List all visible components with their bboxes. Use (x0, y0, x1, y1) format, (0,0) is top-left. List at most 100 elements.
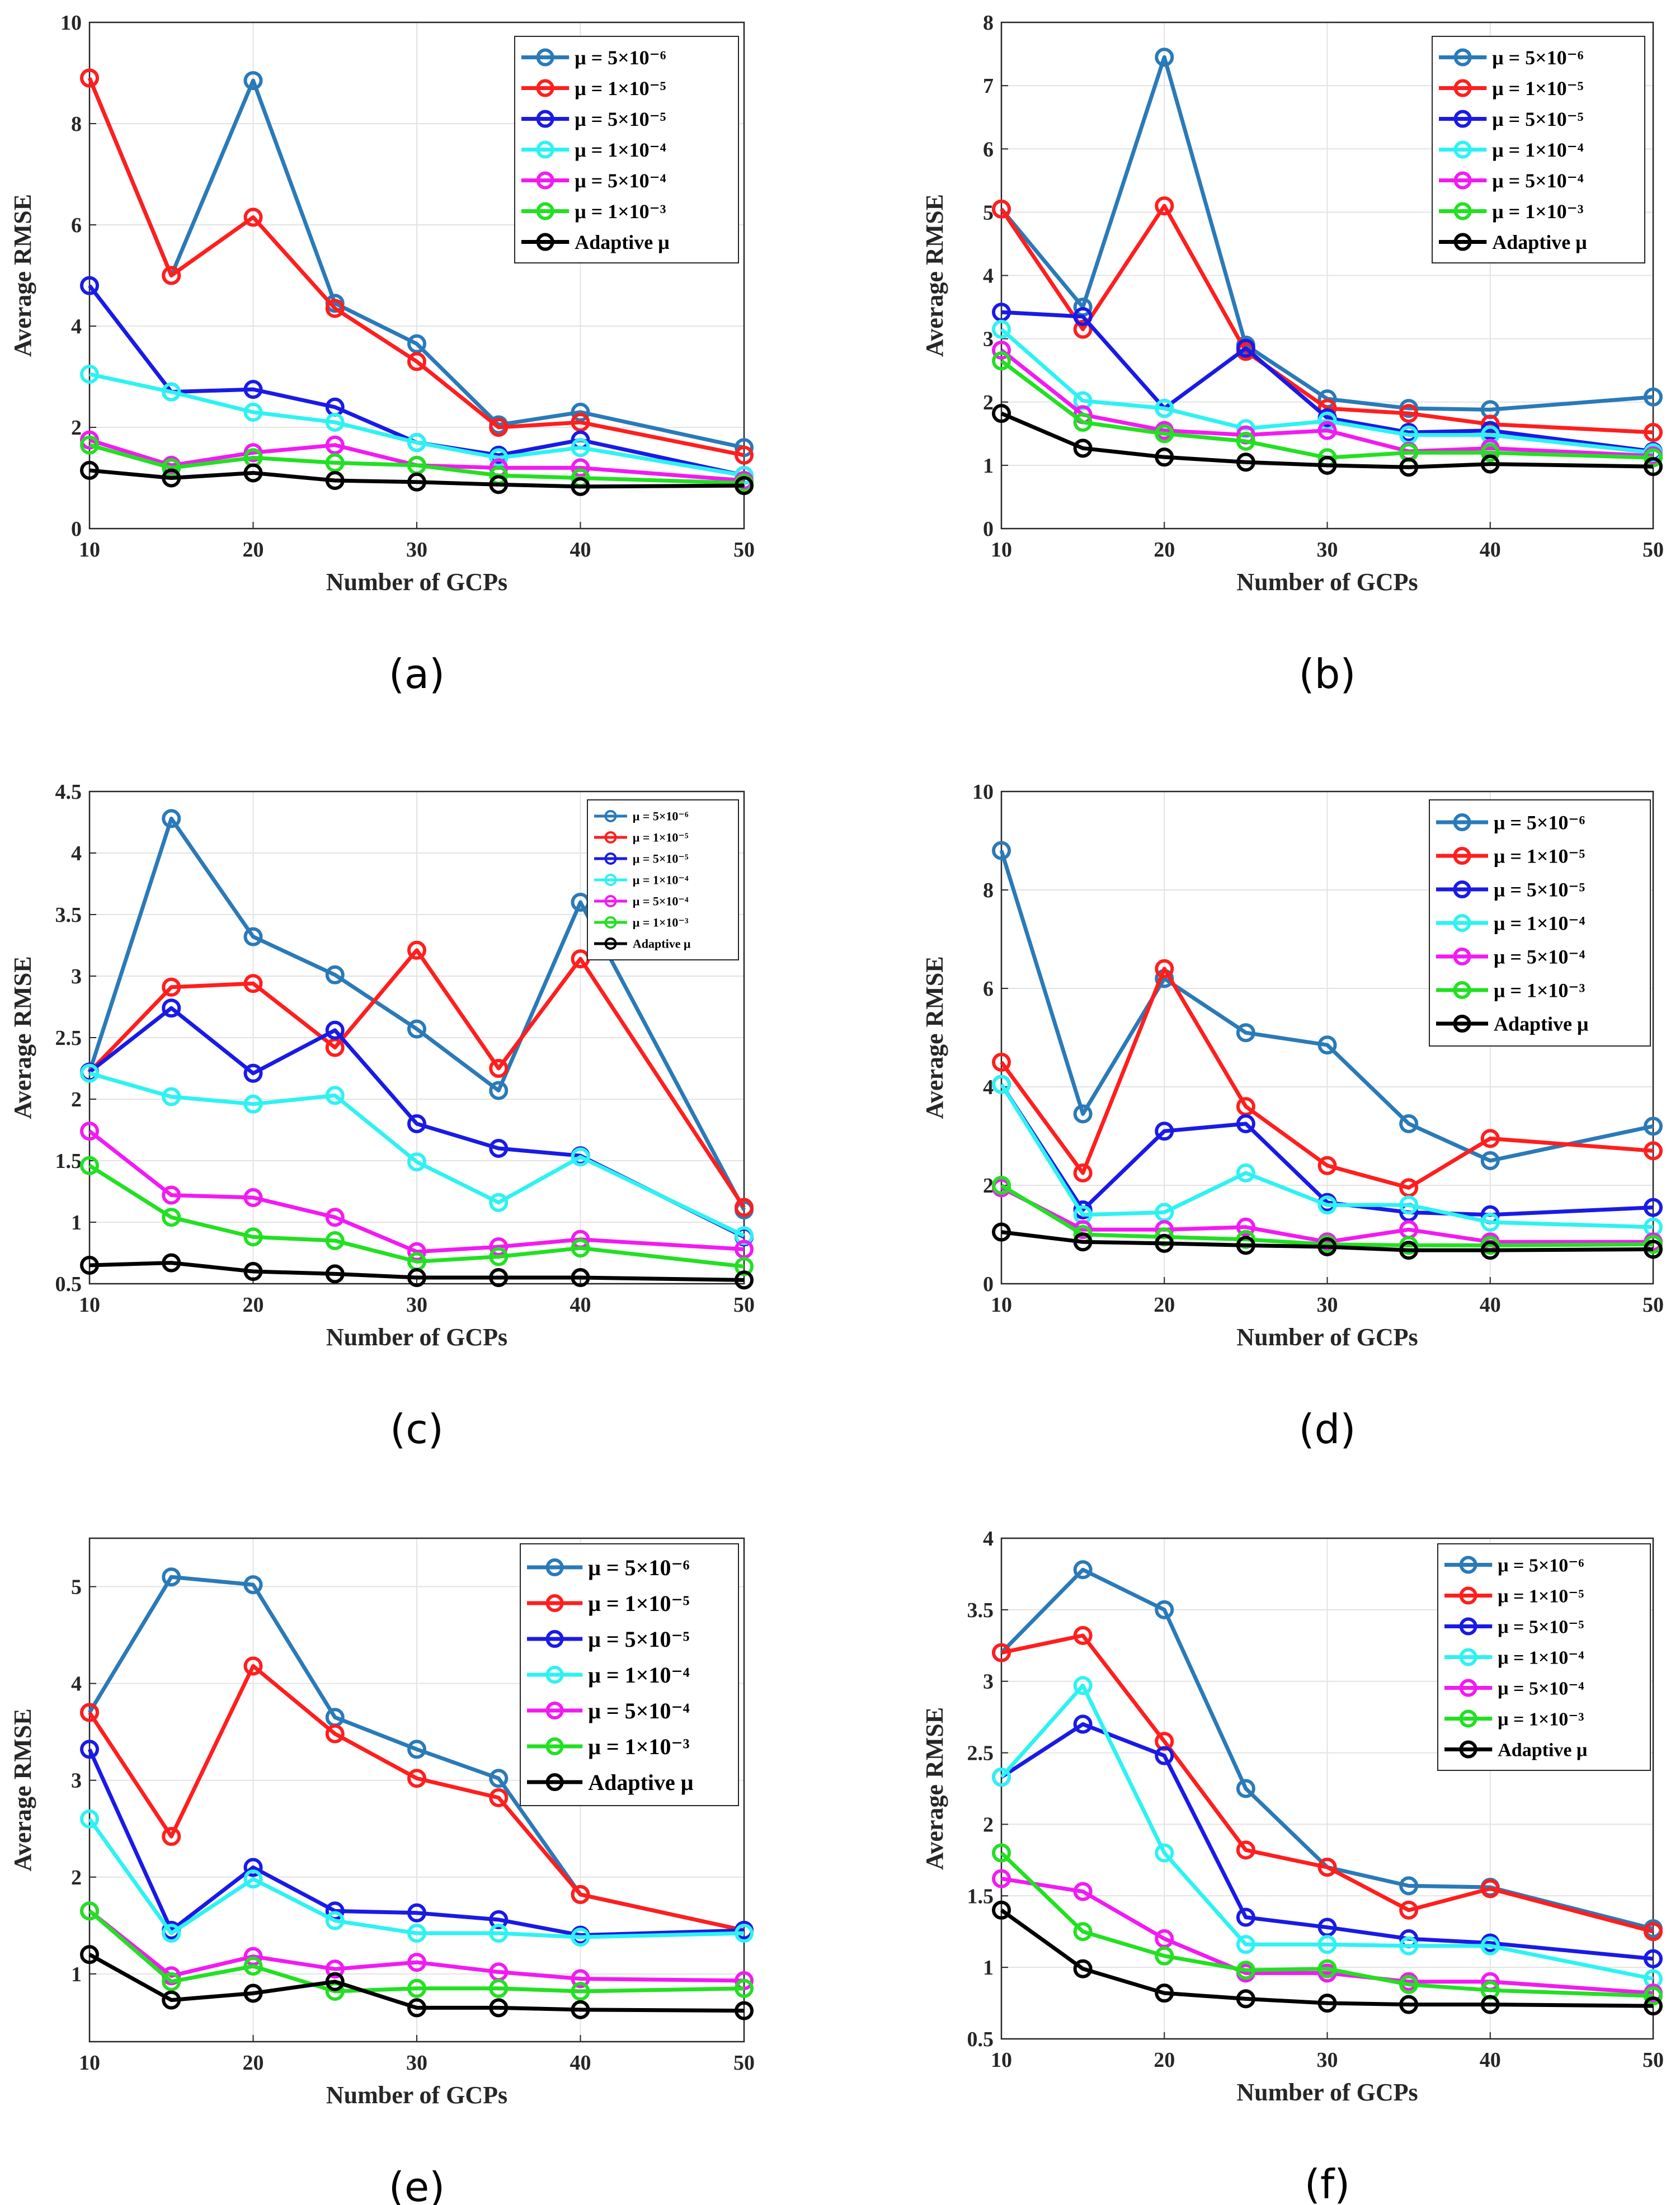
y-tick-label: 2 (71, 416, 82, 440)
data-point-mu_5e-4 (1073, 1882, 1093, 1901)
data-point-adaptive (162, 1253, 181, 1273)
data-point-mu_1e-5 (489, 1059, 509, 1078)
data-point-mu_5e-5 (325, 1020, 345, 1040)
data-point-adaptive (1480, 1995, 1500, 2014)
data-point-mu_1e-3 (1073, 412, 1093, 432)
legend-label: μ = 1×10⁻⁴ (1492, 139, 1583, 161)
data-point-adaptive (1155, 1233, 1174, 1253)
data-point-mu_1e-5 (571, 412, 590, 432)
legend-marker-mu_5e-5 (604, 852, 617, 865)
legend-label: μ = 5×10⁻⁴ (1494, 946, 1585, 968)
data-point-adaptive (407, 1998, 426, 2018)
legend-marker-mu_5e-5 (1453, 880, 1471, 898)
y-tick-label: 3 (71, 965, 82, 988)
y-tick-label: 6 (71, 214, 82, 237)
data-point-mu_1e-5 (162, 977, 181, 997)
data-point-mu_1e-4 (1073, 391, 1093, 411)
series-line-mu_5e-4 (88, 438, 745, 483)
series-line-mu_5e-4 (88, 1909, 745, 1983)
data-point-mu_1e-4 (407, 433, 426, 453)
data-point-mu_1e-4 (992, 1768, 1011, 1787)
data-point-mu_1e-5 (1236, 1840, 1255, 1860)
data-point-mu_1e-3 (571, 1238, 590, 1258)
legend-label: μ = 5×10⁻⁶ (575, 46, 666, 69)
x-tick-label: 30 (1317, 1293, 1338, 1317)
legend-label: μ = 1×10⁻³ (633, 916, 689, 930)
data-point-mu_1e-3 (162, 1972, 181, 1991)
data-point-mu_1e-4 (243, 402, 263, 422)
y-tick-label: 10 (60, 11, 82, 35)
legend-label: μ = 1×10⁻⁵ (1498, 1586, 1584, 1606)
x-tick-label: 40 (1480, 2048, 1501, 2072)
data-point-adaptive (992, 1900, 1011, 1920)
series-group (992, 1560, 1663, 2016)
data-point-mu_1e-5 (735, 1198, 754, 1217)
data-point-mu_5e-5 (1236, 338, 1255, 358)
series-line-mu_5e-5 (87, 1748, 745, 1938)
data-point-mu_1e-5 (1073, 1626, 1093, 1645)
series-line-mu_1e-5 (1001, 1633, 1654, 1934)
y-axis-label: Average RMSE (9, 194, 36, 357)
data-point-mu_5e-5 (1236, 1907, 1255, 1927)
y-tick-label: 2 (983, 391, 994, 414)
data-point-mu_1e-4 (80, 1063, 99, 1083)
legend-label: μ = 1×10⁻³ (1492, 200, 1583, 223)
data-point-mu_1e-5 (992, 1643, 1011, 1662)
data-point-adaptive (407, 1268, 426, 1287)
legend-label: Adaptive μ (1492, 231, 1587, 253)
legend-label: μ = 1×10⁻⁴ (575, 139, 666, 161)
data-point-mu_1e-4 (325, 412, 345, 432)
data-point-mu_1e-3 (80, 435, 99, 455)
data-point-mu_1e-3 (1236, 431, 1255, 451)
data-point-mu_5e-6 (243, 927, 263, 946)
data-point-mu_1e-5 (407, 352, 426, 371)
legend-label: μ = 5×10⁻⁴ (633, 894, 689, 908)
series-line-mu_5e-6 (1000, 55, 1654, 412)
data-point-mu_1e-4 (1155, 399, 1174, 418)
panel-b: 10 20 30 40 50 0 1 2 3 4 5 6 7 8 Number of GCPs Average… (921, 11, 1664, 698)
data-point-mu_5e-6 (1155, 1600, 1174, 1619)
legend-marker-mu_1e-5 (1453, 79, 1472, 97)
data-point-mu_5e-6 (407, 1740, 426, 1759)
data-point-mu_5e-5 (80, 276, 99, 295)
data-point-mu_5e-4 (325, 435, 345, 455)
data-point-mu_1e-4 (1236, 1935, 1255, 1954)
y-tick-label: 6 (983, 977, 994, 1001)
series-line-mu_1e-3 (88, 1909, 745, 1994)
data-point-mu_1e-4 (162, 382, 181, 402)
series-line-mu_1e-5 (1000, 204, 1654, 435)
data-point-adaptive (1236, 1989, 1255, 2009)
data-point-adaptive (162, 1990, 181, 2010)
data-point-mu_1e-5 (1155, 959, 1174, 978)
panel-d: 10 20 30 40 50 0 2 4 6 8 10 Number of GCPs Average R… (921, 780, 1664, 1453)
x-tick-label: 40 (570, 1293, 591, 1317)
legend-marker-mu_5e-6 (1453, 813, 1471, 831)
series-line-mu_5e-4 (1000, 1186, 1653, 1244)
data-point-mu_5e-4 (571, 458, 590, 478)
y-tick-label: 0 (71, 517, 82, 541)
legend-marker-mu_5e-6 (536, 48, 554, 67)
data-point-mu_1e-5 (1317, 1858, 1337, 1877)
data-point-mu_1e-5 (992, 1053, 1011, 1072)
data-point-mu_1e-4 (571, 438, 590, 458)
panel-e: 10 20 30 40 50 1 2 3 4 5 Number of GCPs Average RMS… (9, 1537, 755, 2205)
data-point-mu_5e-5 (407, 1903, 426, 1923)
data-point-mu_5e-4 (1317, 421, 1337, 440)
series-line-mu_1e-5 (88, 1664, 745, 1933)
series-line-mu_1e-5 (87, 77, 745, 458)
data-point-mu_1e-4 (1480, 425, 1500, 445)
x-tick-label: 50 (1643, 538, 1664, 562)
data-point-mu_1e-3 (992, 1843, 1011, 1863)
series-line-mu_5e-5 (1001, 310, 1654, 454)
panel-label: (e) (389, 2164, 445, 2205)
series-group (80, 1567, 754, 2020)
data-point-mu_5e-6 (489, 1769, 509, 1788)
data-point-mu_5e-5 (80, 1740, 99, 1759)
y-tick-label: 7 (983, 74, 994, 98)
data-point-mu_1e-4 (243, 1869, 263, 1889)
legend-marker-mu_1e-4 (545, 1666, 564, 1684)
data-point-mu_1e-4 (1399, 1936, 1419, 1956)
panel-label: (a) (389, 651, 445, 698)
data-point-mu_1e-3 (80, 1156, 99, 1175)
legend-label: μ = 1×10⁻⁵ (575, 77, 666, 100)
